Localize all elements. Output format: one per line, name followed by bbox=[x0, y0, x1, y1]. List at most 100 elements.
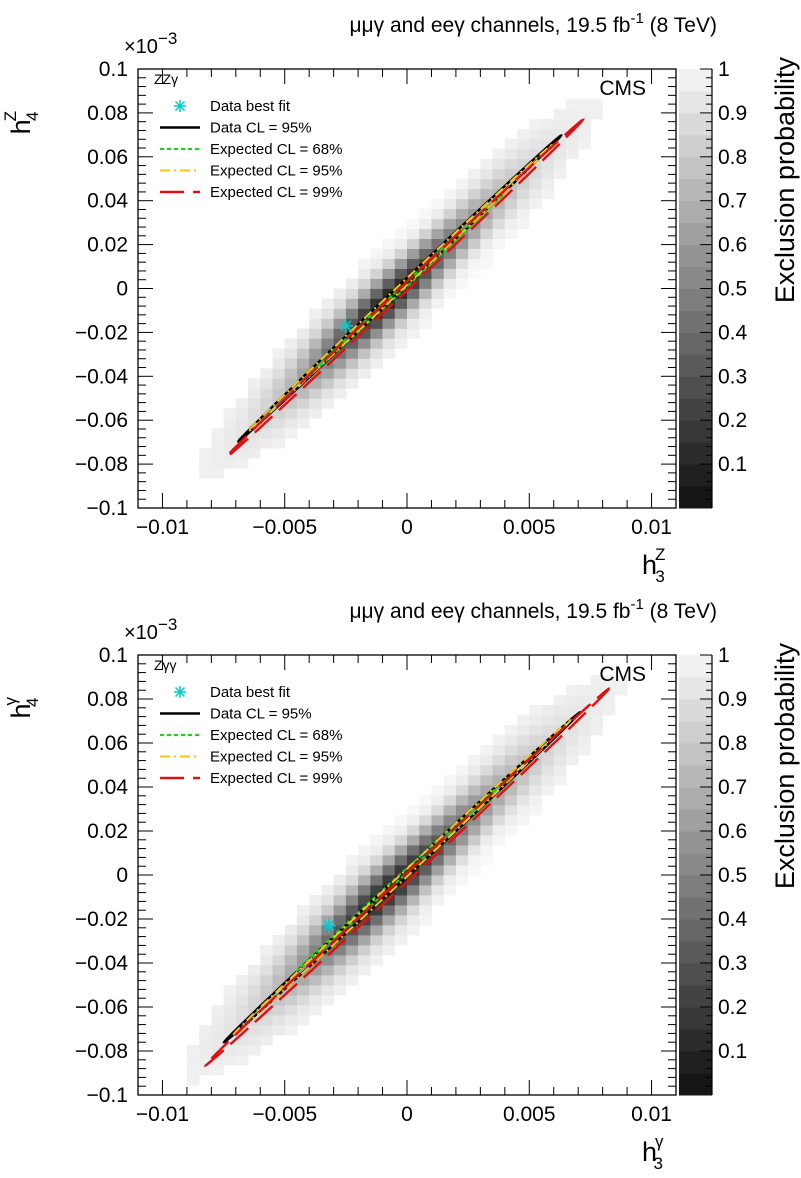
heatmap-cell bbox=[370, 268, 383, 279]
legend-entry: Expected CL = 95% bbox=[160, 749, 342, 766]
heatmap-cell bbox=[296, 995, 310, 1006]
y-axis: −0.1 −0.08 −0.06 −0.04 −0.02 0 0.02 0.04 0.06 0.0… bbox=[75, 58, 676, 520]
heatmap-cell bbox=[407, 875, 420, 886]
heatmap-cell bbox=[309, 348, 322, 359]
heatmap-cell bbox=[590, 98, 604, 110]
heatmap-cell bbox=[419, 915, 432, 926]
heatmap-cell bbox=[223, 1005, 237, 1016]
heatmap-cell bbox=[321, 995, 335, 1006]
heatmap-cell bbox=[358, 845, 371, 856]
heatmap-cell bbox=[296, 418, 310, 429]
heatmap-cell bbox=[578, 98, 591, 110]
legend-entry: Expected CL = 99% bbox=[160, 770, 342, 787]
heatmap-cell bbox=[492, 218, 506, 230]
colorbar-tick-label: 0.9 bbox=[718, 102, 747, 125]
colorbar-cell bbox=[679, 787, 712, 810]
heatmap-cell bbox=[309, 318, 322, 329]
heatmap-cell bbox=[260, 418, 273, 429]
heatmap-cell bbox=[394, 935, 408, 946]
chart-panel-2: −0.01 −0.005 0 0.005 0.01 −0.1 −0.08 −0.06 −0.04… bbox=[1, 596, 800, 1173]
heatmap-cell bbox=[553, 168, 567, 180]
colorbar-tick-label: 0.3 bbox=[718, 952, 747, 975]
heatmap-cell bbox=[284, 925, 298, 936]
heatmap-cell bbox=[480, 775, 493, 786]
heatmap-cell bbox=[492, 735, 506, 746]
heatmap-cell bbox=[333, 308, 347, 319]
colorbar-cell bbox=[679, 420, 712, 443]
heatmap-cell bbox=[333, 895, 347, 906]
x-tick-label: 0.005 bbox=[503, 516, 556, 539]
y-tick-label: 0.02 bbox=[87, 234, 128, 257]
y-tick-label: −0.02 bbox=[75, 908, 128, 931]
heatmap-cell bbox=[296, 955, 310, 966]
heatmap-cell bbox=[296, 368, 310, 379]
heatmap-cell bbox=[223, 1025, 237, 1036]
heatmap-cell bbox=[578, 128, 591, 140]
heatmap-cell bbox=[541, 138, 555, 150]
heatmap-cell bbox=[590, 715, 604, 726]
heatmap-cell bbox=[541, 128, 555, 140]
heatmap-cell bbox=[370, 885, 383, 896]
heatmap-cell bbox=[419, 248, 432, 259]
heatmap-cell bbox=[272, 965, 286, 976]
heatmap-cell bbox=[517, 815, 530, 826]
heatmap-cell bbox=[309, 935, 322, 946]
heatmap-cell bbox=[407, 248, 420, 259]
heatmap-cell bbox=[492, 835, 506, 846]
colorbar-cell bbox=[679, 90, 712, 114]
heatmap-cell bbox=[382, 875, 396, 886]
heatmap-cell bbox=[590, 685, 604, 696]
heatmap-cell bbox=[480, 258, 493, 269]
heatmap-cell bbox=[358, 328, 371, 339]
heatmap-cell bbox=[333, 985, 347, 996]
heatmap-cell bbox=[260, 1025, 273, 1036]
heatmap-cell bbox=[370, 258, 383, 269]
heatmap-cell bbox=[309, 925, 322, 936]
heatmap-cell bbox=[455, 865, 469, 876]
heatmap-cell bbox=[345, 965, 359, 976]
heatmap-cell bbox=[370, 278, 383, 289]
heatmap-cell bbox=[492, 795, 506, 806]
heatmap-cell bbox=[602, 675, 616, 686]
heatmap-cell bbox=[468, 188, 481, 200]
heatmap-cell bbox=[284, 1005, 298, 1016]
heatmap-cell bbox=[480, 765, 493, 776]
heatmap-cell bbox=[296, 408, 310, 419]
heatmap-cell bbox=[382, 248, 396, 259]
heatmap-cell bbox=[199, 1065, 212, 1076]
heatmap-cell bbox=[284, 945, 298, 956]
heatmap-cell bbox=[333, 965, 347, 976]
heatmap-cell bbox=[443, 775, 457, 786]
heatmap-cell bbox=[394, 835, 408, 846]
legend-label: Expected CL = 95% bbox=[210, 163, 342, 180]
heatmap-cell bbox=[431, 238, 445, 249]
heatmap-cell bbox=[272, 1005, 286, 1016]
legend-label: Data best fit bbox=[210, 684, 291, 701]
heatmap-cell bbox=[358, 298, 371, 309]
heatmap-cell bbox=[480, 815, 493, 826]
heatmap-cell bbox=[296, 925, 310, 936]
y-tick-label: 0.08 bbox=[87, 102, 128, 125]
heatmap-cell bbox=[407, 925, 420, 936]
heatmap-cell bbox=[370, 875, 383, 886]
heatmap-cell bbox=[504, 745, 518, 756]
heatmap-cell bbox=[223, 408, 237, 419]
heatmap-cell bbox=[358, 945, 371, 956]
heatmap-cell bbox=[321, 895, 335, 906]
heatmap-cell bbox=[211, 1005, 224, 1016]
heatmap-cell bbox=[431, 805, 445, 816]
y-multiplier: ×10−3 bbox=[124, 615, 177, 644]
heatmap-cell bbox=[443, 258, 457, 269]
heatmap-cell bbox=[578, 108, 591, 120]
heatmap-cell bbox=[443, 288, 457, 299]
heatmap-cell bbox=[517, 745, 530, 756]
heatmap-cell bbox=[358, 358, 371, 369]
heatmap-cell bbox=[382, 865, 396, 876]
colorbar-cell bbox=[679, 69, 712, 92]
heatmap-cell bbox=[504, 138, 518, 150]
heatmap-cell bbox=[529, 795, 542, 806]
colorbar-cell bbox=[679, 464, 712, 487]
heatmap-cell bbox=[407, 905, 420, 916]
heatmap-cell bbox=[370, 288, 383, 299]
heatmap-cell bbox=[235, 408, 249, 419]
